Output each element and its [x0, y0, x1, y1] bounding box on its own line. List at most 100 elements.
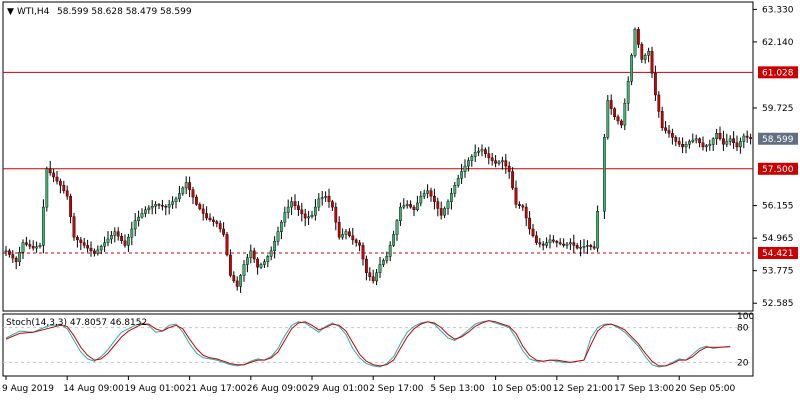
candle	[72, 212, 76, 241]
stoch-scale-label: 20	[737, 358, 749, 368]
candle	[490, 152, 494, 166]
time-tick-label: 5 Sep 13:00	[430, 384, 485, 394]
candle	[647, 47, 651, 63]
price-tick-label: 63.330	[762, 5, 794, 15]
candle	[344, 228, 348, 240]
candle	[164, 204, 168, 216]
candle	[582, 239, 586, 254]
candle	[657, 91, 661, 118]
candle	[174, 196, 178, 209]
time-tick-label: 17 Sep 13:00	[614, 384, 674, 394]
stoch-label: Stoch(14,3,3) 47.8057 46.8152	[6, 318, 147, 328]
candle	[225, 231, 229, 257]
candle	[562, 238, 566, 248]
candle	[45, 166, 49, 212]
candle	[140, 208, 144, 219]
candle	[667, 124, 671, 138]
candle	[708, 139, 712, 151]
candle	[375, 268, 378, 286]
price-tick-label: 62.140	[762, 38, 794, 48]
candle	[130, 221, 134, 246]
candle	[297, 200, 300, 216]
time-tick-label: 10 Sep 05:00	[492, 384, 552, 394]
time-tick-label: 29 Aug 01:00	[308, 384, 369, 394]
candle	[143, 206, 147, 218]
candle	[252, 247, 256, 263]
level-price-tag: 61.028	[758, 66, 798, 79]
time-tick-label: 2 Sep 17:00	[369, 384, 424, 394]
candle	[4, 246, 8, 257]
time-tick-label: 26 Aug 09:00	[247, 384, 308, 394]
candle	[470, 154, 474, 167]
candle	[688, 139, 691, 149]
candle	[150, 200, 154, 215]
candle	[443, 206, 446, 219]
candle	[565, 242, 569, 249]
candle	[133, 213, 137, 237]
candle	[14, 256, 18, 270]
candle	[671, 128, 674, 145]
candle	[436, 197, 440, 217]
candle	[643, 53, 647, 64]
candle	[453, 181, 457, 198]
candle	[637, 26, 640, 49]
candle	[218, 220, 222, 233]
candle	[742, 133, 746, 149]
candle	[433, 188, 436, 210]
chart-title-arrow[interactable]: ▼	[7, 7, 14, 17]
candle	[405, 200, 409, 209]
chart-title: WTI,H4	[17, 7, 50, 17]
candle	[586, 240, 589, 254]
candle	[681, 137, 685, 154]
candle	[109, 230, 113, 244]
candle	[239, 274, 242, 293]
price-levels	[3, 71, 753, 254]
time-axis: 9 Aug 2019 14 Aug 09:00 19 Aug 01:00 21 Aug…	[2, 376, 736, 394]
candle	[314, 199, 317, 221]
candle	[75, 235, 79, 248]
candle	[205, 206, 208, 221]
svg-text:54.421: 54.421	[762, 249, 794, 259]
candle	[416, 195, 419, 212]
candle	[698, 137, 702, 148]
candle	[334, 202, 338, 231]
candle	[371, 269, 375, 284]
candle	[303, 208, 307, 227]
candle	[89, 241, 93, 257]
candle	[674, 135, 678, 147]
candle	[232, 271, 236, 284]
candle	[351, 227, 355, 245]
candle	[650, 46, 654, 78]
candle	[215, 219, 219, 228]
candle	[497, 160, 501, 166]
level-price-tag: 54.421	[758, 247, 798, 260]
price-tick-label: 54.965	[762, 234, 794, 244]
candle	[228, 249, 232, 278]
price-panel-frame	[2, 1, 754, 312]
candle	[514, 180, 518, 209]
candle	[249, 244, 253, 264]
candle	[705, 143, 708, 152]
candle	[42, 199, 45, 254]
candle	[552, 235, 555, 244]
candle	[640, 42, 644, 64]
candle	[123, 234, 127, 248]
candle	[701, 136, 705, 151]
candle	[82, 238, 86, 249]
candle	[422, 189, 426, 200]
candle	[38, 242, 42, 249]
current-price-tag: 58.599	[758, 132, 798, 145]
candle	[507, 161, 511, 179]
candle	[409, 200, 412, 209]
candle	[283, 206, 287, 227]
candle	[456, 174, 460, 188]
candle	[120, 233, 124, 244]
svg-text:58.599: 58.599	[762, 135, 794, 145]
candle	[725, 133, 729, 148]
svg-text:57.500: 57.500	[762, 165, 794, 175]
candle	[62, 180, 66, 194]
candle	[113, 227, 117, 243]
candle	[450, 188, 453, 210]
time-tick-label: 21 Aug 17:00	[186, 384, 247, 394]
